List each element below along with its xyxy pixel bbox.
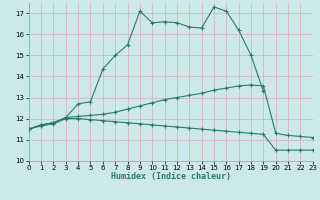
X-axis label: Humidex (Indice chaleur): Humidex (Indice chaleur)	[111, 172, 231, 181]
